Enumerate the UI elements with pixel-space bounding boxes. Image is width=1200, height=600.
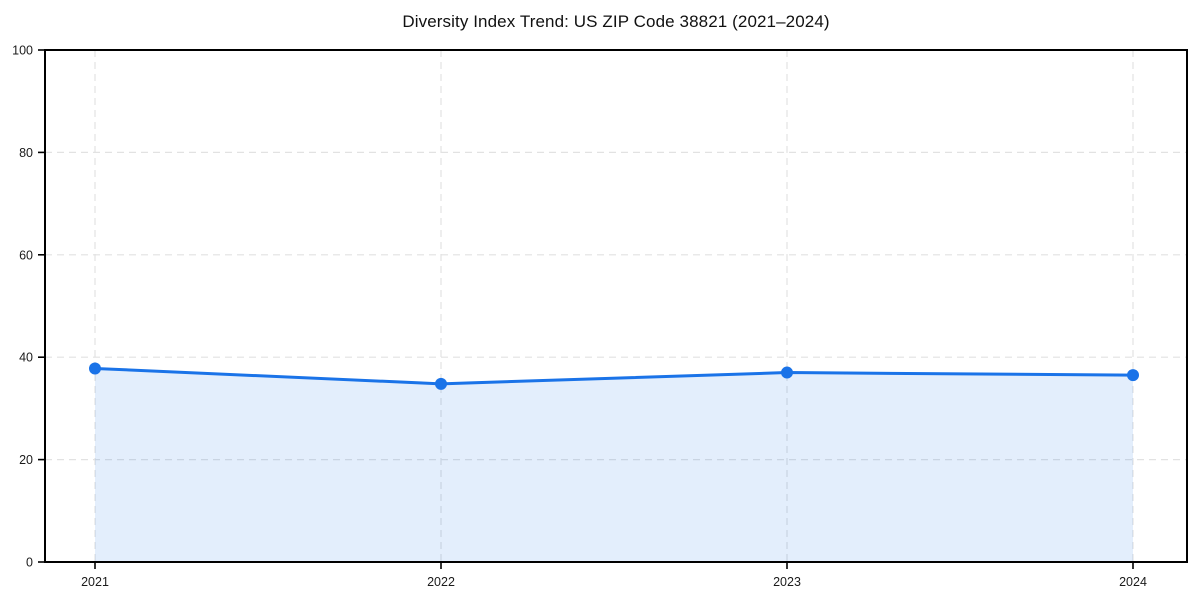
y-tick-label: 60 [19, 248, 33, 262]
trend-line [93, 366, 1135, 386]
x-tick-label: 2021 [81, 575, 109, 589]
data-point-marker [1127, 369, 1139, 382]
chart-title: Diversity Index Trend: US ZIP Code 38821… [402, 12, 830, 31]
area-fill [95, 368, 1133, 562]
plot-border [44, 49, 1188, 563]
y-tick-label: 0 [26, 556, 33, 570]
y-tick-label: 100 [12, 44, 33, 58]
data-point-marker [89, 362, 101, 375]
x-tick-label: 2024 [1119, 575, 1147, 589]
data-point-marker [781, 366, 793, 379]
data-point-marker [435, 377, 447, 390]
y-tick-label: 40 [19, 351, 33, 365]
y-tick-label: 80 [19, 146, 33, 160]
x-tick-label: 2023 [773, 575, 801, 589]
x-tick-label: 2022 [427, 575, 455, 589]
y-tick-label: 20 [19, 453, 33, 467]
